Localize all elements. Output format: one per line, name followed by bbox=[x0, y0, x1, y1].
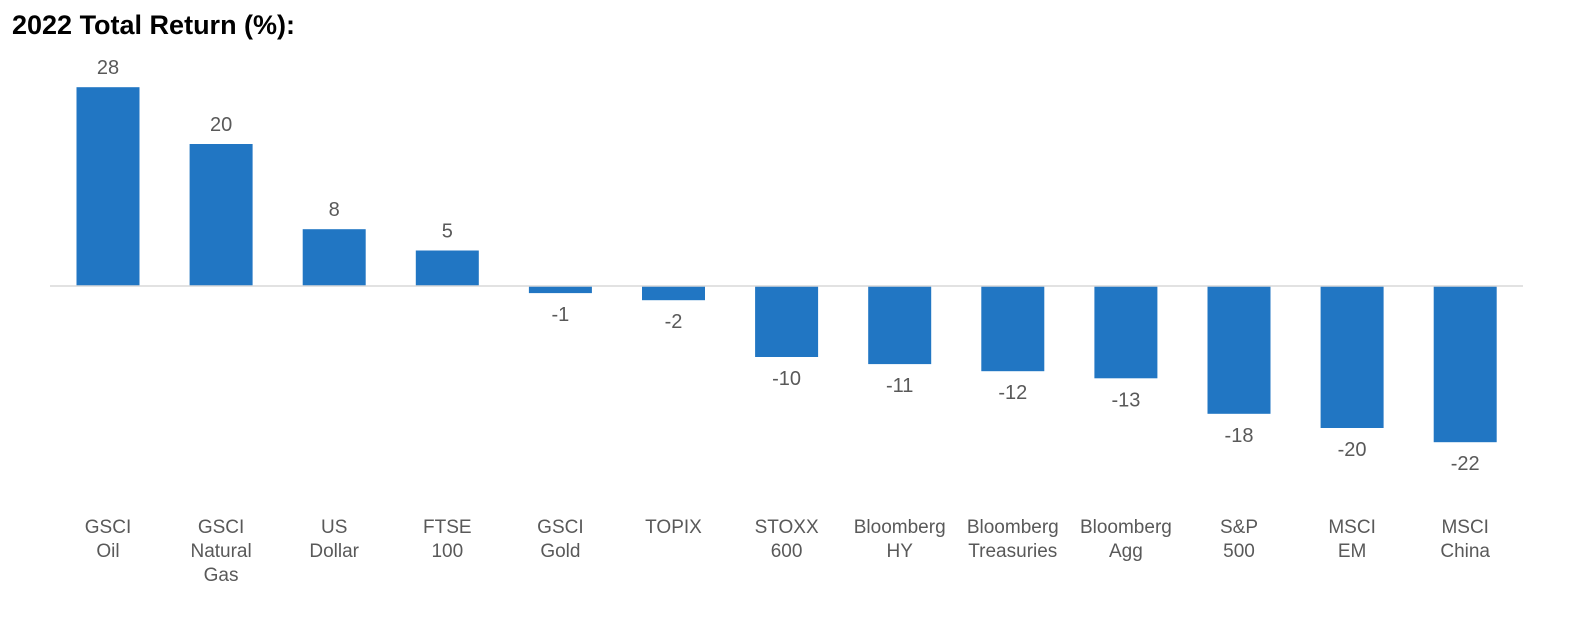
bar-0 bbox=[76, 87, 140, 286]
bar-2 bbox=[302, 229, 366, 286]
category-label-6: STOXX 600 bbox=[755, 517, 819, 562]
category-label-line: Bloomberg bbox=[967, 517, 1059, 538]
category-label-line: EM bbox=[1338, 541, 1367, 562]
category-labels-group: GSCI Oil GSCI Natural Gas US Dollar FTSE 100 GSCI… bbox=[85, 517, 1491, 586]
category-label-9: Bloomberg Agg bbox=[1080, 517, 1172, 562]
category-label-7: Bloomberg HY bbox=[854, 517, 946, 562]
bar-12 bbox=[1433, 286, 1497, 443]
bars-group bbox=[76, 87, 1497, 443]
category-label-line: 600 bbox=[771, 541, 803, 562]
bar-11 bbox=[1320, 286, 1384, 428]
bar-3 bbox=[415, 250, 479, 286]
category-label-0: GSCI Oil bbox=[85, 517, 131, 562]
value-label-10: -18 bbox=[1225, 425, 1254, 447]
category-label-line: Bloomberg bbox=[1080, 517, 1172, 538]
bar-7 bbox=[868, 286, 932, 365]
value-label-8: -12 bbox=[998, 382, 1027, 404]
value-label-7: -11 bbox=[886, 375, 913, 397]
value-label-4: -1 bbox=[552, 304, 570, 326]
value-label-12: -22 bbox=[1451, 453, 1480, 475]
category-label-line: FTSE bbox=[423, 517, 472, 538]
value-label-5: -2 bbox=[665, 311, 683, 333]
category-label-line: GSCI bbox=[198, 517, 244, 538]
category-label-line: 100 bbox=[431, 541, 463, 562]
bar-9 bbox=[1094, 286, 1158, 379]
bar-1 bbox=[189, 144, 253, 286]
category-label-line: S&P bbox=[1220, 517, 1258, 538]
category-label-line: US bbox=[321, 517, 347, 538]
category-label-4: GSCI Gold bbox=[537, 517, 583, 562]
category-label-line: Oil bbox=[96, 541, 119, 562]
bar-4 bbox=[528, 286, 592, 294]
category-label-2: US Dollar bbox=[309, 517, 359, 562]
category-label-line: GSCI bbox=[537, 517, 583, 538]
value-labels-group: 28 20 8 5 -1 -2 -10 -11 -12 -13 -18 -20 -22 bbox=[97, 57, 1480, 475]
category-label-line: Natural bbox=[190, 541, 251, 562]
category-label-line: MSCI bbox=[1441, 517, 1489, 538]
value-label-2: 8 bbox=[329, 199, 340, 221]
category-label-8: Bloomberg Treasuries bbox=[967, 517, 1059, 562]
category-label-line: Dollar bbox=[309, 541, 359, 562]
value-label-11: -20 bbox=[1338, 439, 1367, 461]
category-label-10: S&P 500 bbox=[1220, 517, 1258, 562]
category-label-line: Agg bbox=[1109, 541, 1143, 562]
value-label-0: 28 bbox=[97, 57, 119, 79]
category-label-line: 500 bbox=[1223, 541, 1255, 562]
category-label-5: TOPIX bbox=[645, 517, 702, 538]
category-label-1: GSCI Natural Gas bbox=[190, 517, 251, 586]
bar-10 bbox=[1207, 286, 1271, 414]
bar-6 bbox=[755, 286, 819, 357]
category-label-line: TOPIX bbox=[645, 517, 702, 538]
value-label-3: 5 bbox=[442, 221, 453, 243]
category-label-12: MSCI China bbox=[1440, 517, 1490, 562]
category-label-line: Bloomberg bbox=[854, 517, 946, 538]
category-label-11: MSCI EM bbox=[1328, 517, 1376, 562]
value-label-6: -10 bbox=[772, 368, 801, 390]
value-label-1: 20 bbox=[210, 114, 232, 136]
value-label-9: -13 bbox=[1111, 389, 1140, 411]
category-label-line: STOXX bbox=[755, 517, 819, 538]
chart-title: 2022 Total Return (%): bbox=[12, 10, 296, 40]
category-label-line: GSCI bbox=[85, 517, 131, 538]
category-label-line: China bbox=[1440, 541, 1490, 562]
category-label-line: MSCI bbox=[1328, 517, 1376, 538]
category-label-line: Gold bbox=[540, 541, 580, 562]
bar-5 bbox=[642, 286, 705, 301]
category-label-line: HY bbox=[886, 541, 913, 562]
bar-8 bbox=[981, 286, 1045, 372]
category-label-3: FTSE 100 bbox=[423, 517, 472, 562]
category-label-line: Treasuries bbox=[968, 541, 1057, 562]
category-label-line: Gas bbox=[204, 565, 239, 586]
